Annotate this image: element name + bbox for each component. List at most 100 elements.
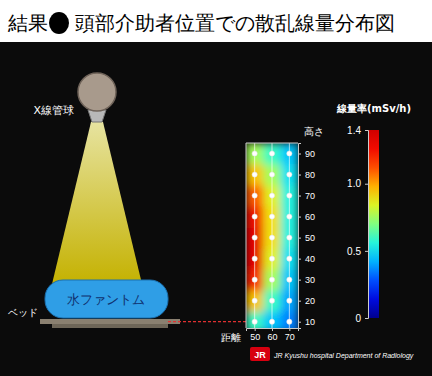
measure-point: [287, 256, 292, 261]
measure-point: [269, 214, 274, 219]
measure-point: [252, 277, 257, 282]
tick-label: 0.5: [347, 246, 361, 257]
title-strip: [0, 0, 432, 42]
tick-label: 1.4: [347, 125, 361, 136]
tick-label: 10: [305, 317, 315, 327]
tick-mark: [298, 280, 301, 281]
tick-mark: [365, 184, 368, 185]
measure-point: [252, 235, 257, 240]
tick-label: 90: [305, 149, 315, 159]
axis-line: [247, 329, 299, 332]
tick-mark: [365, 251, 368, 252]
tick: 1.0: [347, 178, 368, 189]
measure-point: [287, 172, 292, 177]
tube-label: X線管球: [33, 104, 74, 117]
tick-label: 50: [305, 233, 315, 243]
measure-point: [252, 256, 257, 261]
plot-area: [246, 143, 298, 328]
tick: 60: [267, 328, 277, 342]
measure-point: [287, 319, 292, 324]
connector: [168, 321, 246, 322]
x-axis-title: 距離: [221, 332, 241, 343]
measure-point: [269, 235, 274, 240]
tick-label: 60: [305, 212, 315, 222]
tick-label: 1.0: [347, 178, 361, 189]
phantom-label: 水ファントム: [67, 292, 145, 307]
tick-mark: [298, 217, 301, 218]
tick: 50: [298, 233, 315, 243]
logo-box: [250, 347, 270, 361]
bed-base: [52, 324, 168, 328]
frame-top: [246, 143, 298, 144]
slide: 結果 頭部介助者位置での散乱線量分布図 X線管球水ファントムベッド 10 20 30 40 5…: [0, 0, 432, 376]
y-axis: 10 20 30 40 50 60 70 80 90: [298, 144, 315, 329]
tick: 40: [298, 254, 315, 264]
tick-mark: [289, 328, 290, 331]
tick-label: 70: [305, 191, 315, 201]
tick-label: 40: [305, 254, 315, 264]
tick-label: 0: [355, 313, 361, 324]
tick: 10: [298, 317, 315, 327]
tick: 50: [250, 328, 260, 342]
colorbar-axis: 0 0.5 1.0 1.4: [347, 125, 368, 324]
measure-point: [252, 193, 257, 198]
tick-mark: [298, 259, 301, 260]
measure-point: [287, 235, 292, 240]
colorbar-title: 線量率(mSv/h): [336, 103, 411, 114]
measure-point: [287, 298, 292, 303]
tick: 1.4: [347, 125, 368, 136]
bed: [40, 319, 180, 324]
tick-label: 60: [267, 332, 277, 342]
tick: 60: [298, 212, 315, 222]
axis-line: [299, 144, 302, 329]
y-axis-title: 高さ: [304, 126, 324, 137]
footer-text: JR Kyushu hospital Department of Radiolo…: [273, 352, 414, 360]
tick: 30: [298, 275, 315, 285]
tick: 20: [298, 296, 315, 306]
redaction: [49, 12, 69, 34]
measure-point: [269, 277, 274, 282]
colorbar: [368, 130, 379, 318]
x-ray-tube: [78, 73, 116, 111]
tick-label: 80: [305, 170, 315, 180]
measure-point: [252, 151, 257, 156]
measure-point: [269, 151, 274, 156]
tick: 80: [298, 170, 315, 180]
measure-point: [269, 256, 274, 261]
background: [0, 0, 432, 376]
tick-mark: [365, 130, 368, 131]
tick-label: 70: [285, 332, 295, 342]
tick: 70: [298, 191, 315, 201]
tick-mark: [298, 238, 301, 239]
measure-point: [287, 214, 292, 219]
tick-mark: [298, 196, 301, 197]
tick-mark: [298, 301, 301, 302]
measure-point: [269, 172, 274, 177]
measure-point: [287, 277, 292, 282]
measure-point: [287, 193, 292, 198]
tick-mark: [272, 328, 273, 331]
measure-point: [252, 319, 257, 324]
tick-mark: [298, 322, 301, 323]
measure-point: [269, 319, 274, 324]
heatmap-cells: [246, 143, 298, 328]
title-prefix: 結果: [7, 11, 48, 35]
frame-left: [246, 143, 247, 328]
tick-label: 50: [250, 332, 260, 342]
tick: 90: [298, 149, 315, 159]
x-ray-beam: [52, 122, 142, 284]
measure-point: [269, 193, 274, 198]
logo-text: JR: [254, 350, 266, 360]
tick: 0.5: [347, 246, 368, 257]
tick-mark: [365, 318, 368, 319]
measure-point: [287, 151, 292, 156]
tube-port: [88, 110, 106, 122]
bed-label: ベッド: [8, 307, 38, 318]
axis-line: [365, 131, 369, 319]
measure-point: [252, 298, 257, 303]
phantom: [45, 280, 168, 318]
tick: 70: [285, 328, 295, 342]
title: 頭部介助者位置での散乱線量分布図: [75, 11, 395, 35]
measure-point: [269, 298, 274, 303]
tick-mark: [255, 328, 256, 331]
